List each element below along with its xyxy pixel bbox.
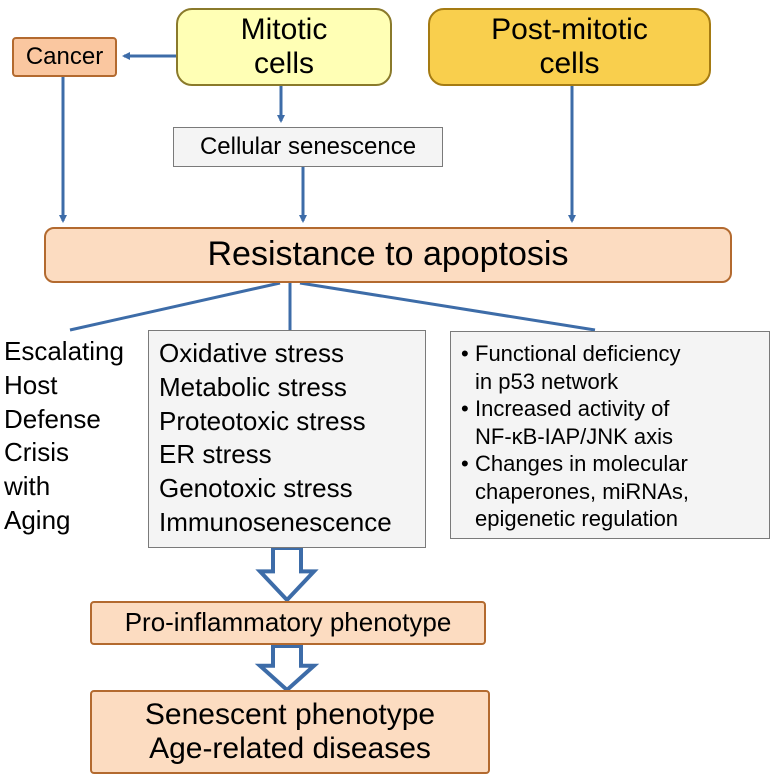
node-cellsen-label: Cellular senescence xyxy=(200,133,416,161)
node-stress-list: Oxidative stressMetabolic stressProteoto… xyxy=(148,330,426,548)
node-cancer-label: Cancer xyxy=(26,43,103,71)
mechanisms-list-content: Functional deficiencyin p53 networkIncre… xyxy=(461,340,689,533)
node-cellular-senescence: Cellular senescence xyxy=(173,127,443,167)
node-senescent-label: Senescent phenotype Age-related diseases xyxy=(145,698,435,767)
node-postmitotic-label: Post-mitotic cells xyxy=(491,13,648,82)
side-text-escalating-host-defense: Escalating Host Defense Crisis with Agin… xyxy=(4,335,124,538)
node-mitotic-cells: Mitotic cells xyxy=(176,8,392,86)
node-cancer: Cancer xyxy=(12,37,117,77)
stress-list-content: Oxidative stressMetabolic stressProteoto… xyxy=(159,337,392,540)
node-mechanisms-list: Functional deficiencyin p53 networkIncre… xyxy=(450,331,770,539)
node-proinfl-label: Pro-inflammatory phenotype xyxy=(125,608,452,638)
node-mitotic-label: Mitotic cells xyxy=(241,13,328,82)
node-post-mitotic-cells: Post-mitotic cells xyxy=(428,8,711,86)
node-resistance-to-apoptosis: Resistance to apoptosis xyxy=(44,227,732,283)
node-resist-label: Resistance to apoptosis xyxy=(208,235,569,274)
node-senescent-phenotype: Senescent phenotype Age-related diseases xyxy=(90,690,490,774)
node-pro-inflammatory-phenotype: Pro-inflammatory phenotype xyxy=(90,601,486,645)
